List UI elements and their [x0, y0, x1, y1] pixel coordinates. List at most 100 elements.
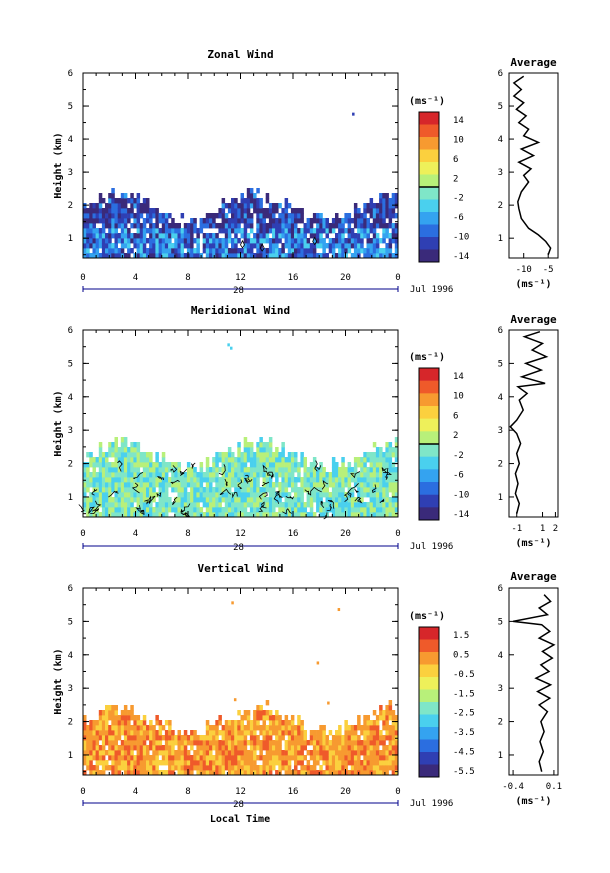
heatmap-cell — [180, 213, 185, 219]
heatmap-cell — [174, 243, 178, 249]
heatmap-cell — [328, 482, 333, 488]
colorbar-swatch — [419, 456, 439, 470]
heatmap-cell — [388, 477, 393, 483]
heatmap-cell — [196, 770, 200, 776]
heatmap-cell — [382, 193, 386, 199]
heatmap-cell — [190, 735, 194, 741]
heatmap-cell — [265, 193, 270, 199]
heatmap-cell — [366, 740, 370, 746]
heatmap-cell — [360, 477, 364, 483]
heatmap-cell — [268, 457, 273, 463]
heatmap-cell — [231, 730, 235, 736]
heatmap-cell — [164, 223, 169, 229]
heatmap-cell — [237, 487, 241, 493]
heatmap-cell — [209, 243, 213, 249]
heatmap-cell — [86, 735, 90, 741]
heatmap-cell — [89, 472, 93, 478]
heatmap-cell — [237, 218, 241, 224]
heatmap-cell — [341, 223, 345, 229]
heatmap-cell — [127, 497, 131, 503]
heatmap-cell — [303, 745, 307, 751]
heatmap-cell — [142, 248, 147, 254]
heatmap-cell — [363, 750, 367, 756]
heatmap-cell — [275, 233, 279, 239]
heatmap-cell — [199, 228, 204, 234]
heatmap-cell — [108, 462, 112, 468]
heatmap-cell — [155, 477, 159, 483]
heatmap-cell — [98, 497, 103, 503]
heatmap-cell — [237, 720, 241, 726]
heatmap-cell — [341, 457, 345, 463]
heatmap-cell — [130, 502, 134, 508]
heatmap-cell — [262, 253, 266, 259]
heatmap-cell — [146, 765, 150, 771]
heatmap-cell — [278, 740, 282, 746]
heatmap-cell — [322, 467, 326, 473]
heatmap-cell — [209, 512, 213, 518]
heatmap-cell — [234, 507, 238, 513]
heatmap-cell — [136, 512, 141, 518]
heatmap-cell — [394, 228, 399, 234]
heatmap-cell — [174, 750, 178, 756]
heatmap-cell — [155, 472, 159, 478]
heatmap-cell — [335, 253, 339, 259]
heatmap-cell — [193, 735, 197, 741]
heatmap-cell — [221, 765, 226, 771]
heatmap-cell — [149, 487, 153, 493]
heatmap-cell — [290, 497, 295, 503]
heatmap-cell — [190, 248, 194, 254]
heatmap-cell — [212, 462, 216, 468]
heatmap-cell — [385, 730, 389, 736]
heatmap-cell — [136, 238, 141, 244]
heatmap-cell — [335, 462, 339, 468]
heatmap-cell — [142, 233, 147, 239]
heatmap-cell — [114, 477, 118, 483]
heatmap-cell — [272, 472, 276, 478]
heatmap-cell — [133, 745, 137, 751]
heatmap-cell — [86, 755, 90, 761]
heatmap-cell — [243, 482, 248, 488]
heatmap-cell — [117, 472, 122, 478]
heatmap-cell — [234, 740, 238, 746]
heatmap-cell — [95, 203, 100, 209]
heatmap-cell — [86, 243, 90, 249]
heatmap-cell — [372, 457, 377, 463]
heatmap-cell — [363, 512, 367, 518]
heatmap-cell — [105, 760, 109, 766]
heatmap-cell — [205, 492, 210, 498]
heatmap-cell — [221, 457, 226, 463]
heatmap-cell — [265, 740, 270, 746]
heatmap-cell — [234, 228, 238, 234]
heatmap-cell — [268, 253, 273, 259]
heatmap-cell — [300, 487, 304, 493]
average-y-tick-label: 4 — [498, 135, 503, 145]
heatmap-cell — [369, 477, 374, 483]
heatmap-cell — [353, 457, 358, 463]
heatmap-cell — [183, 477, 188, 483]
heatmap-cell — [394, 512, 399, 518]
heatmap-cell — [366, 467, 370, 473]
heatmap-cell — [316, 233, 320, 239]
heatmap-cell — [243, 472, 248, 478]
heatmap-cell — [385, 507, 389, 513]
heatmap-cell — [312, 487, 317, 493]
heatmap-cell — [385, 502, 389, 508]
heatmap-cell — [120, 502, 125, 508]
heatmap-cell — [149, 467, 153, 473]
heatmap-cell — [111, 233, 115, 239]
heatmap-cell — [161, 218, 166, 224]
heatmap-cell — [316, 661, 320, 665]
heatmap-cell — [316, 492, 320, 498]
heatmap-cell — [391, 198, 396, 204]
heatmap-cell — [294, 492, 298, 498]
heatmap-cell — [117, 512, 122, 518]
heatmap-cell — [180, 740, 185, 746]
heatmap-cell — [325, 228, 329, 234]
heatmap-cell — [108, 452, 112, 458]
heatmap-cell — [275, 447, 279, 453]
heatmap-cell — [284, 720, 289, 726]
heatmap-cell — [114, 770, 118, 776]
heatmap-cell — [240, 507, 244, 513]
y-tick-label: 1 — [68, 751, 73, 761]
heatmap-cell — [105, 750, 109, 756]
